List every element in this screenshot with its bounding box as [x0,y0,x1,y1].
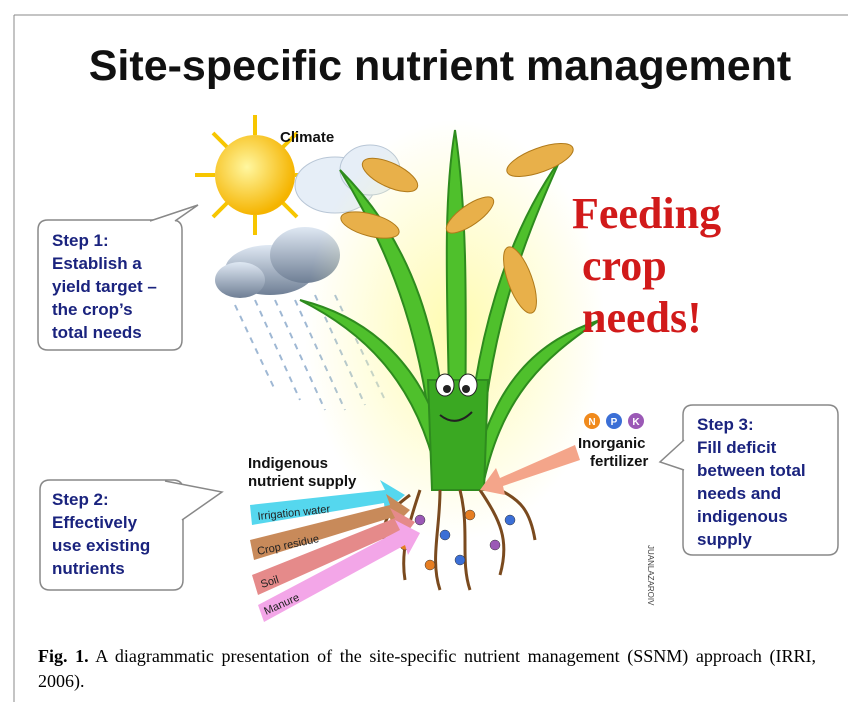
indigenous-label: Indigenous [248,455,328,472]
step-text: total needs [52,323,142,342]
caption-text: A diagrammatic presentation of the site-… [38,646,816,691]
title: Site-specific nutrient management [89,42,792,90]
feeding-text: crop [582,241,667,290]
step-text: indigenous [697,507,788,526]
step-text: between total [697,461,806,480]
step-text: the crop’s [52,300,133,319]
nutrient-letter: N [588,417,595,428]
step-text: nutrients [52,559,125,578]
inorganic-label: fertilizer [590,453,649,470]
nutrient-letter: K [632,417,640,428]
step-text: needs and [697,484,781,503]
step-text: supply [697,530,752,549]
callouts [37,204,839,591]
step-text: Fill deficit [697,438,777,457]
signature: JUANLAZAROIV [646,545,655,606]
step-text: Effectively [52,513,138,532]
step-text: Step 1: [52,231,109,250]
feeding-text: Feeding [572,189,721,238]
grains [340,143,574,314]
feeding-text: needs! [582,293,702,342]
indigenous-label: nutrient supply [248,473,357,490]
caption: Fig. 1. A diagrammatic presentation of t… [38,644,816,694]
inorganic-label: Inorganic [578,435,646,452]
step-text: Establish a [52,254,142,273]
nutrient-letter: P [611,417,618,428]
step-text: Step 3: [697,415,754,434]
source-label: Soil [259,574,280,591]
step-text: use existing [52,536,150,555]
climate-label: Climate [280,129,334,146]
npk-balls [584,413,644,429]
step-text: Step 2: [52,490,109,509]
step-text: yield target – [52,277,157,296]
supply-arrows [250,445,580,622]
caption-label: Fig. 1. [38,646,89,666]
face [435,373,478,422]
